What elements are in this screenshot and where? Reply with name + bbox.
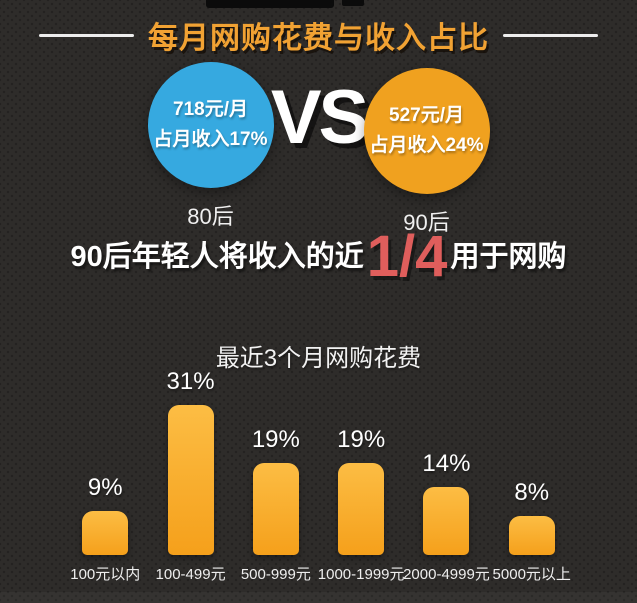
bar-column: 31% 100-499元 bbox=[148, 368, 233, 584]
bar-value-label: 19% bbox=[251, 426, 300, 453]
bar bbox=[82, 511, 129, 555]
bar-category-label: 100-499元 bbox=[155, 565, 226, 583]
bar bbox=[252, 463, 299, 555]
circle-income-ratio: 占月收入17% bbox=[153, 129, 268, 150]
group-label-90s: 90后 bbox=[403, 210, 450, 235]
page-title: 每月网购花费与收入占比 bbox=[148, 22, 489, 55]
statement: 90后年轻人将收入的近 1/4 用于网购 bbox=[0, 228, 637, 286]
bar-category-label: 500-999元 bbox=[240, 565, 311, 583]
cropped-artifact bbox=[342, 0, 364, 6]
bar-category-label: 5000元以上 bbox=[492, 565, 571, 583]
bar-category-label: 1000-1999元 bbox=[317, 565, 405, 583]
cropped-artifact bbox=[206, 0, 334, 8]
bar-category-label: 2000-4999元 bbox=[403, 565, 490, 583]
group-90s: 527元/月 占月收入24% 90后 bbox=[363, 68, 491, 237]
bar-column: 19% 500-999元 bbox=[233, 368, 318, 584]
vs-label: VS bbox=[270, 75, 369, 160]
group-label-80s: 80后 bbox=[187, 204, 234, 229]
bar-column: 14% 2000-4999元 bbox=[403, 368, 490, 584]
bar-column: 8% 5000元以上 bbox=[489, 368, 574, 584]
circle-income-ratio: 占月收入24% bbox=[369, 135, 484, 156]
bar-value-label: 9% bbox=[87, 474, 123, 501]
bar bbox=[338, 463, 385, 555]
statement-fraction: 1/4 bbox=[366, 224, 448, 289]
group-80s: 718元/月 占月收入17% 80后 bbox=[147, 62, 275, 231]
blue-circle-80s: 718元/月 占月收入17% bbox=[147, 62, 274, 188]
header: 每月网购花费与收入占比 bbox=[0, 13, 637, 57]
bar-value-label: 19% bbox=[337, 426, 386, 453]
circle-amount: 527元/月 bbox=[389, 104, 464, 126]
bar bbox=[167, 405, 214, 555]
bar-column: 19% 1000-1999元 bbox=[317, 368, 405, 584]
title-rule-right bbox=[503, 33, 598, 37]
comparison-section: 718元/月 占月收入17% 80后 VS 527元/月 占月收入24% 90后 bbox=[0, 62, 637, 237]
bar-value-label: 14% bbox=[422, 450, 471, 477]
title-rule-left bbox=[39, 33, 134, 37]
bar-value-label: 31% bbox=[166, 368, 215, 395]
statement-suffix: 用于网购 bbox=[450, 240, 567, 273]
bottom-strip bbox=[0, 592, 637, 603]
statement-prefix: 90后年轻人将收入的近 bbox=[70, 240, 364, 273]
bar-category-label: 100元以内 bbox=[70, 565, 141, 583]
orange-circle-90s: 527元/月 占月收入24% bbox=[363, 68, 490, 194]
bar-chart: 9% 100元以内 31% 100-499元 19% 500-999元 19% 1000-19… bbox=[63, 368, 575, 584]
circle-amount: 718元/月 bbox=[173, 98, 248, 120]
chart-title: 最近3个月网购花费 bbox=[215, 345, 422, 372]
bar bbox=[508, 516, 555, 555]
vs-container: VS bbox=[271, 62, 369, 155]
bar-value-label: 8% bbox=[514, 479, 550, 506]
bar bbox=[423, 487, 470, 555]
bar-column: 9% 100元以内 bbox=[63, 368, 148, 584]
